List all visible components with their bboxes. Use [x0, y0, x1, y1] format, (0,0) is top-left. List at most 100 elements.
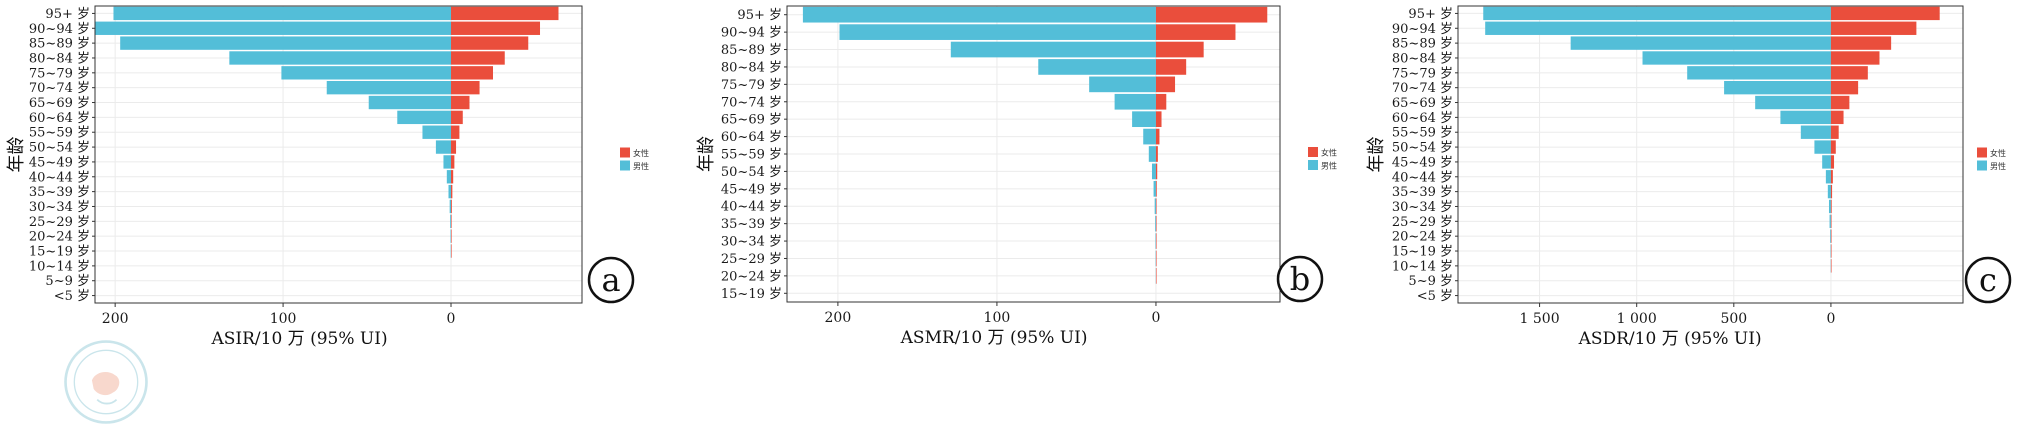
y-tick-label: <5 岁	[54, 289, 90, 304]
panel-label: a	[601, 261, 620, 299]
y-tick-label: 25~29 岁	[721, 252, 782, 267]
bar-female	[451, 140, 457, 154]
bar-male	[1687, 66, 1831, 80]
bar-male	[1828, 199, 1831, 214]
bar-male	[95, 21, 452, 35]
y-tick-label: 90~94 岁	[29, 22, 90, 37]
bar-female	[1155, 111, 1162, 128]
legend-entry: 男性	[1321, 161, 1337, 171]
bar-male	[326, 80, 452, 95]
bar-male	[368, 95, 452, 110]
bar-male	[1089, 76, 1156, 93]
bar-male	[1132, 111, 1156, 128]
bar-female	[451, 21, 541, 35]
bar-female	[1830, 184, 1833, 199]
bar-male	[1642, 51, 1831, 65]
bar-female	[1830, 229, 1832, 243]
bar-female	[451, 110, 463, 125]
bar-female	[451, 80, 480, 95]
x-tick-label: 0	[447, 311, 456, 327]
y-tick-label: 40~44 岁	[721, 200, 782, 215]
bar-male	[422, 125, 452, 139]
y-tick-label: 15~19 岁	[29, 245, 90, 260]
x-tick-label: 1 000	[1617, 311, 1657, 327]
y-tick-label: 75~79 岁	[721, 78, 782, 93]
bar-male	[1148, 146, 1156, 162]
bar-male	[1114, 93, 1156, 110]
x-tick-label: 0	[1826, 311, 1835, 327]
bar-male	[1755, 95, 1831, 110]
chart-panel-a: 95+ 岁90~94 岁85~89 岁80~84 岁75~79 岁70~74 岁…	[6, 5, 649, 349]
y-tick-label: 10~14 岁	[29, 259, 90, 274]
bar-male	[1825, 170, 1831, 184]
y-tick-label: 55~59 岁	[29, 126, 90, 141]
panel-label: b	[1290, 260, 1310, 298]
y-tick-label: 55~59 岁	[1392, 126, 1453, 141]
bar-female	[1155, 93, 1167, 110]
y-tick-label: 65~69 岁	[721, 113, 782, 128]
x-tick-label: 500	[1720, 311, 1747, 327]
bar-female	[1155, 146, 1158, 162]
bar-female	[451, 214, 452, 229]
bar-female	[1830, 36, 1892, 50]
x-tick-label: 1 500	[1520, 311, 1560, 327]
panel-label-circle	[587, 256, 635, 304]
y-tick-label: 25~29 岁	[1392, 215, 1453, 230]
bar-female	[1155, 268, 1157, 284]
bar-female	[451, 155, 455, 169]
chart-panel-c: 95+ 岁90~94 岁85~89 岁80~84 岁75~79 岁70~74 岁…	[1366, 5, 2012, 349]
bar-male	[113, 6, 452, 21]
plot-frame	[94, 5, 583, 304]
y-tick-label: 65~69 岁	[1392, 96, 1453, 111]
bar-female	[1830, 80, 1859, 95]
y-tick-label: 20~24 岁	[29, 230, 90, 245]
y-tick-label: 50~54 岁	[29, 141, 90, 156]
y-tick-label: 5~9 岁	[1408, 274, 1453, 289]
y-tick-label: 20~24 岁	[1392, 230, 1453, 245]
bar-male	[1822, 155, 1831, 169]
y-tick-label: 80~84 岁	[29, 51, 90, 66]
y-tick-label: 10~14 岁	[1392, 259, 1453, 274]
y-tick-label: 70~74 岁	[29, 81, 90, 96]
bar-male	[802, 6, 1156, 23]
legend-swatch	[620, 160, 630, 171]
bar-male	[1155, 215, 1156, 232]
bar-female	[451, 170, 454, 184]
x-tick-label: 100	[984, 310, 1011, 326]
watermark-seal-icon	[64, 340, 148, 424]
plot-area	[1458, 6, 1963, 303]
bar-female	[1830, 125, 1839, 139]
panel-label: c	[1979, 261, 1997, 299]
bar-female	[1155, 76, 1176, 93]
bar-male	[1154, 198, 1156, 215]
bar-female	[451, 229, 452, 243]
y-tick-label: 30~34 岁	[29, 200, 90, 215]
y-tick-label: 35~39 岁	[721, 217, 782, 232]
bar-male	[1485, 21, 1831, 35]
bar-male	[1570, 36, 1831, 50]
bar-female	[1155, 59, 1187, 75]
plot-area	[95, 6, 582, 303]
y-tick-label: 95+ 岁	[45, 7, 90, 22]
y-tick-label: 60~64 岁	[29, 111, 90, 126]
y-tick-label: 20~24 岁	[721, 269, 782, 284]
bar-male	[1483, 6, 1831, 21]
y-axis-title: 年龄	[696, 136, 717, 172]
legend-entry: 男性	[633, 161, 649, 171]
bar-female	[451, 244, 452, 258]
bar-female	[1155, 128, 1160, 145]
x-axis-title: ASIR/10 万 (95% UI)	[210, 329, 387, 349]
bar-male	[448, 184, 452, 199]
bar-male	[1155, 233, 1157, 249]
x-tick-label: 200	[825, 310, 852, 326]
y-tick-label: 95+ 岁	[1408, 7, 1453, 22]
panel-label-circle	[1276, 255, 1324, 303]
y-tick-label: 15~19 岁	[1392, 245, 1453, 260]
bar-female	[451, 6, 559, 21]
y-axis-title: 年龄	[1366, 137, 1387, 173]
bar-female	[1830, 6, 1940, 21]
